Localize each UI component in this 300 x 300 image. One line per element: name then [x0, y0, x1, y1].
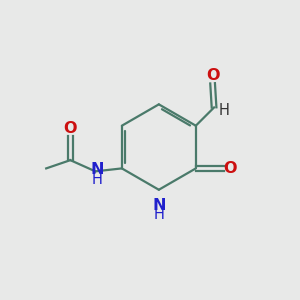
Text: H: H	[92, 172, 102, 187]
Text: O: O	[64, 121, 77, 136]
Text: N: N	[90, 162, 104, 177]
Text: N: N	[152, 198, 166, 213]
Text: O: O	[206, 68, 219, 83]
Text: O: O	[224, 161, 237, 176]
Text: H: H	[219, 103, 230, 118]
Text: H: H	[153, 207, 164, 222]
